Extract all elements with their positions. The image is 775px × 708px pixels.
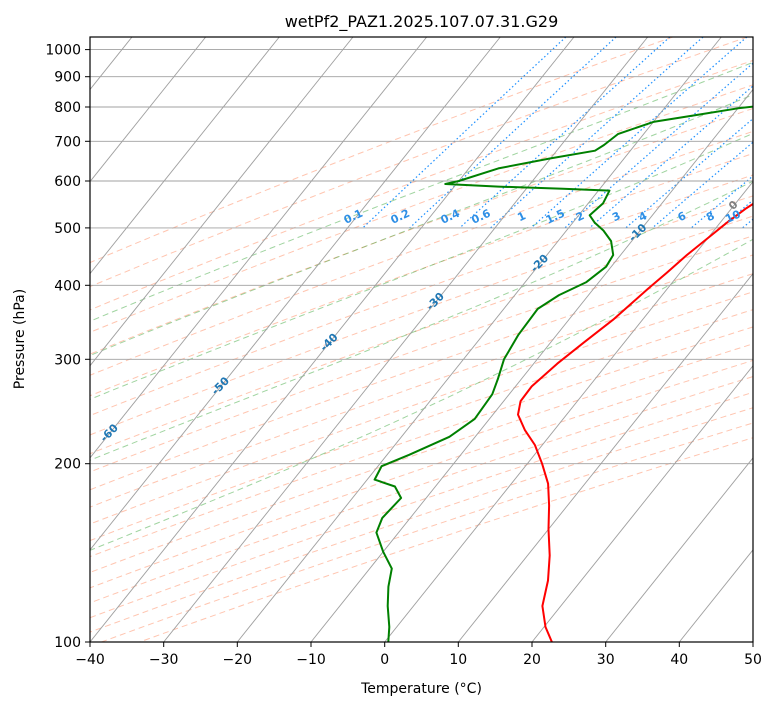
y-tick-label: 800 — [54, 100, 81, 116]
mixing-ratio-line — [490, 37, 704, 229]
isotherm-line — [605, 457, 753, 642]
plot-area: 0.10.20.40.611.52346810131620253036-100-… — [90, 37, 770, 642]
dry-adiabat-line — [90, 326, 753, 558]
isotherm-line — [384, 180, 753, 642]
isotherm-line — [457, 272, 753, 642]
isotherm-line — [236, 37, 722, 642]
isotherm-line — [90, 37, 501, 551]
isotherm-line — [90, 37, 354, 367]
dry-adiabat-line — [90, 273, 753, 508]
x-tick-label: 50 — [744, 652, 762, 668]
moist-adiabat-line — [90, 94, 753, 357]
mixing-ratio-label: 10 — [723, 207, 743, 225]
dry-adiabat-line — [90, 37, 748, 288]
y-tick-label: 200 — [54, 457, 81, 473]
moist-adiabat-line — [90, 132, 753, 400]
dry-adiabat-line — [90, 174, 753, 417]
grid — [90, 37, 753, 642]
isotherm-line — [531, 365, 753, 642]
axes: −40 −30 −20 −10 0 10 20 30 40 50 100 200 300 400 500 60… — [45, 43, 762, 668]
dry-adiabat-line — [90, 195, 753, 436]
isotherm-line — [310, 88, 753, 642]
mixing-ratio-line — [459, 37, 671, 229]
mixing-ratio-line — [652, 141, 753, 229]
mixing-ratio-label: 13 — [751, 208, 770, 226]
isotherm-line — [90, 37, 280, 275]
dry-adiabat-line — [90, 235, 753, 473]
y-tick-label: 100 — [54, 635, 81, 651]
dry-adiabat-line — [90, 359, 753, 589]
y-tick-label: 600 — [54, 174, 81, 190]
mixing-ratio-line — [564, 62, 753, 229]
y-axis-title: Pressure (hPa) — [12, 289, 28, 389]
moist-adiabat-line — [90, 180, 753, 461]
moist-adiabat-line — [90, 61, 753, 322]
plot-frame — [89, 36, 754, 643]
mixing-ratio-lines — [362, 37, 753, 229]
dry-adiabat-line — [90, 84, 753, 333]
y-tick-label: 900 — [54, 70, 81, 86]
y-tick-label: 300 — [54, 352, 81, 368]
sounding-series — [373, 105, 753, 642]
x-tick-label: −10 — [296, 652, 326, 668]
dry-adiabat-line — [90, 291, 753, 525]
dry-adiabat-line — [90, 376, 753, 604]
moist-adiabats — [90, 61, 753, 551]
x-tick-label: 10 — [449, 652, 467, 668]
x-axis-title: Temperature (°C) — [360, 681, 482, 697]
isotherm-line — [163, 37, 649, 642]
isotherm-line — [90, 37, 207, 183]
y-tick-label: 1000 — [45, 43, 81, 59]
dewpoint-profile — [373, 105, 753, 642]
chart-title: wetPf2_PAZ1.2025.107.07.31.G29 — [285, 12, 559, 32]
x-tick-label: −20 — [223, 652, 253, 668]
x-tick-label: 30 — [597, 652, 615, 668]
isotherm-line — [90, 37, 575, 642]
y-tick-label: 400 — [54, 278, 81, 294]
x-tick-label: 20 — [523, 652, 541, 668]
x-tick-label: 0 — [380, 652, 389, 668]
x-tick-label: −40 — [75, 652, 105, 668]
dry-adiabat-line — [90, 37, 673, 264]
x-tick-label: −30 — [149, 652, 179, 668]
x-tick-label: 40 — [670, 652, 688, 668]
isotherm-line — [90, 37, 428, 459]
y-tick-label: 500 — [54, 221, 81, 237]
temperature-profile — [517, 202, 753, 642]
y-tick-label: 700 — [54, 134, 81, 150]
